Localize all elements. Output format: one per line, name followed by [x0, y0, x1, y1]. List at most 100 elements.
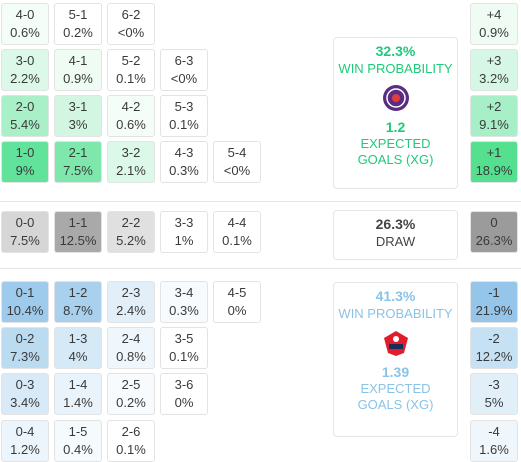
probability: 2.1% — [116, 163, 146, 178]
score-cell: 0-1 10.4% — [1, 281, 49, 323]
probability: 0.9% — [63, 71, 93, 86]
score: 0 — [490, 215, 498, 230]
probability: 0.6% — [10, 25, 40, 40]
probability: 0.3% — [169, 303, 199, 318]
probability: 0% — [227, 303, 247, 318]
probability: 1.2% — [10, 442, 40, 457]
probability: 3.2% — [479, 71, 509, 86]
score-cell: 4-4 0.1% — [213, 211, 261, 253]
score-cell: 4-5 0% — [213, 281, 261, 323]
score-cell: 1-2 8.7% — [54, 281, 102, 323]
score: 4-2 — [121, 99, 141, 114]
score-cell: +1 18.9% — [470, 141, 518, 183]
score-cell: 5-3 0.1% — [160, 95, 208, 137]
score-cell: +2 9.1% — [470, 95, 518, 137]
score-cell: 2-0 5.4% — [1, 95, 49, 137]
score: 4-0 — [15, 7, 35, 22]
probability-label: WIN PROBABILITY — [338, 61, 453, 76]
probability: 4% — [68, 349, 88, 364]
score: 4-4 — [227, 215, 247, 230]
score: 2-3 — [121, 285, 141, 300]
probability: 3.4% — [10, 395, 40, 410]
score-cell: 5-2 0.1% — [107, 49, 155, 91]
score: 5-4 — [227, 145, 247, 160]
score: 1-1 — [68, 215, 88, 230]
probability: 1.6% — [479, 442, 509, 457]
score-cell: 4-1 0.9% — [54, 49, 102, 91]
score-cell: 0-0 7.5% — [1, 211, 49, 253]
probability: 1.4% — [63, 395, 93, 410]
score-cell: 6-3 <0% — [160, 49, 208, 91]
probability: 8.7% — [63, 303, 93, 318]
win-probability: 41.3% — [375, 288, 416, 304]
xg-label: EXPECTED GOALS (XG) — [357, 136, 434, 167]
probability: 26.3% — [475, 233, 513, 248]
score: 0-0 — [15, 215, 35, 230]
probability: 0.1% — [116, 442, 146, 457]
score-cell: 2-4 0.8% — [107, 327, 155, 369]
score-cell: 3-0 2.2% — [1, 49, 49, 91]
score-cell: 3-6 0% — [160, 373, 208, 415]
team-logo — [382, 84, 410, 112]
score: 2-1 — [68, 145, 88, 160]
probability: 5.2% — [116, 233, 146, 248]
probability: 0.6% — [116, 117, 146, 132]
score: 5-2 — [121, 53, 141, 68]
score-cell: 6-2 <0% — [107, 3, 155, 45]
probability: <0% — [170, 71, 198, 86]
probability: 0.2% — [116, 395, 146, 410]
probability: 0.1% — [169, 349, 199, 364]
score-cell: 5-1 0.2% — [54, 3, 102, 45]
probability: 2.2% — [10, 71, 40, 86]
score: 2-4 — [121, 331, 141, 346]
probability: 0.1% — [169, 117, 199, 132]
probability: 5.4% — [10, 117, 40, 132]
score-cell: -4 1.6% — [470, 420, 518, 462]
probability: 10.4% — [6, 303, 44, 318]
score: 3-1 — [68, 99, 88, 114]
score-cell: 1-4 1.4% — [54, 373, 102, 415]
score-cell: -2 12.2% — [470, 327, 518, 369]
summary-panel: 26.3% DRAW — [333, 210, 458, 260]
score-cell: 3-5 0.1% — [160, 327, 208, 369]
score-cell: 0-4 1.2% — [1, 420, 49, 462]
score-cell: 4-0 0.6% — [1, 3, 49, 45]
probability: 12.5% — [59, 233, 97, 248]
summary-panel: 41.3% WIN PROBABILITY 1.39 EXPECTED GOALS (… — [333, 282, 458, 437]
probability: 0.1% — [116, 71, 146, 86]
probability: 9% — [15, 163, 35, 178]
probability: 7.5% — [10, 233, 40, 248]
probability: 0% — [174, 395, 194, 410]
score: 1-0 — [15, 145, 35, 160]
separator — [0, 268, 521, 269]
score: 2-5 — [121, 377, 141, 392]
score-cell: 1-5 0.4% — [54, 420, 102, 462]
score-cell: -3 5% — [470, 373, 518, 415]
score: 2-0 — [15, 99, 35, 114]
score: 3-2 — [121, 145, 141, 160]
score: 6-3 — [174, 53, 194, 68]
probability-label: WIN PROBABILITY — [338, 306, 453, 321]
probability: 7.3% — [10, 349, 40, 364]
expected-goals: 1.39 — [381, 364, 410, 380]
score-cell: +3 3.2% — [470, 49, 518, 91]
score: 3-5 — [174, 331, 194, 346]
score: 1-4 — [68, 377, 88, 392]
expected-goals: 1.2 — [385, 119, 406, 135]
score-cell: 0-2 7.3% — [1, 327, 49, 369]
score-cell: 2-6 0.1% — [107, 420, 155, 462]
score-cell: -1 21.9% — [470, 281, 518, 323]
score-cell: 1-3 4% — [54, 327, 102, 369]
score-cell: +4 0.9% — [470, 3, 518, 45]
xg-label: EXPECTED GOALS (XG) — [357, 381, 434, 412]
score-cell: 2-2 5.2% — [107, 211, 155, 253]
score-cell: 3-3 1% — [160, 211, 208, 253]
score: 1-5 — [68, 424, 88, 439]
score: 3-3 — [174, 215, 194, 230]
score: -2 — [488, 331, 500, 346]
probability: 0.9% — [479, 25, 509, 40]
probability: 7.5% — [63, 163, 93, 178]
score: 3-4 — [174, 285, 194, 300]
score-cell: 4-2 0.6% — [107, 95, 155, 137]
